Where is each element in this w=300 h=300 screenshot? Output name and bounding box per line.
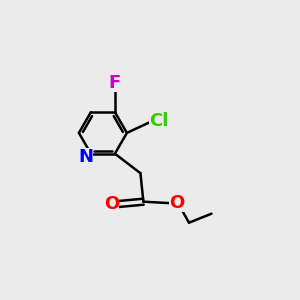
- Text: O: O: [169, 194, 184, 212]
- Text: Cl: Cl: [149, 112, 168, 130]
- Text: N: N: [78, 148, 93, 166]
- Text: O: O: [104, 195, 119, 213]
- Text: F: F: [109, 74, 121, 92]
